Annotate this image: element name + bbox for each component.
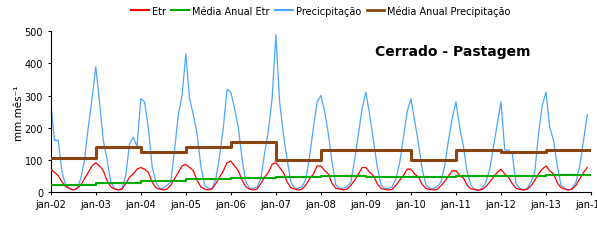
- Legend: Etr, Média Anual Etr, Precicpitação, Média Anual Precipitação: Etr, Média Anual Etr, Precicpitação, Méd…: [127, 2, 515, 20]
- Text: Cerrado - Pastagem: Cerrado - Pastagem: [375, 45, 530, 59]
- Y-axis label: mm.mês⁻¹: mm.mês⁻¹: [13, 85, 23, 140]
